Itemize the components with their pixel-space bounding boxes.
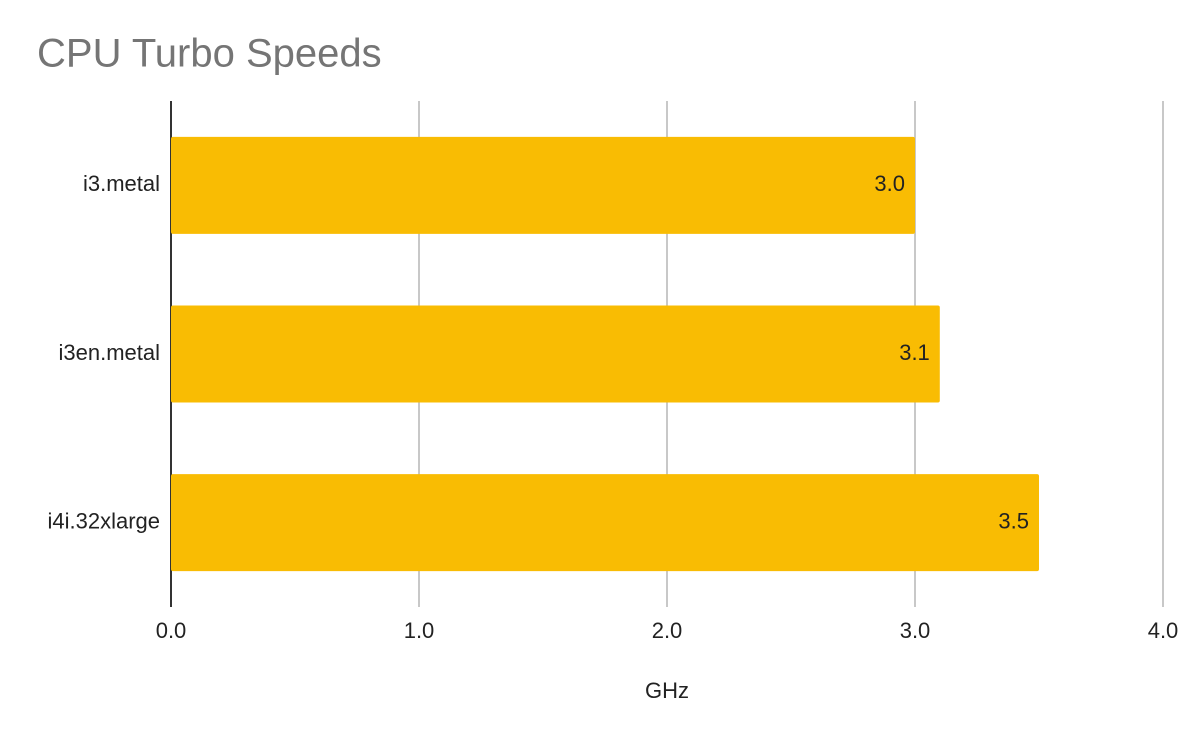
value-label: 3.5 xyxy=(998,508,1029,533)
bar xyxy=(171,474,1039,572)
x-tick-label: 3.0 xyxy=(900,618,931,643)
value-label: 3.1 xyxy=(899,340,930,365)
x-tick-label: 0.0 xyxy=(156,618,187,643)
y-tick-label: i4i.32xlarge xyxy=(47,508,160,533)
x-tick-label: 2.0 xyxy=(652,618,683,643)
x-axis-title: GHz xyxy=(645,678,689,703)
bar xyxy=(171,136,915,234)
x-tick-label: 1.0 xyxy=(404,618,435,643)
value-label: 3.0 xyxy=(874,171,905,196)
y-tick-label: i3en.metal xyxy=(58,340,160,365)
x-tick-label: 4.0 xyxy=(1148,618,1179,643)
y-tick-label: i3.metal xyxy=(83,171,160,196)
chart-title: CPU Turbo Speeds xyxy=(37,32,382,76)
bar xyxy=(171,305,940,403)
